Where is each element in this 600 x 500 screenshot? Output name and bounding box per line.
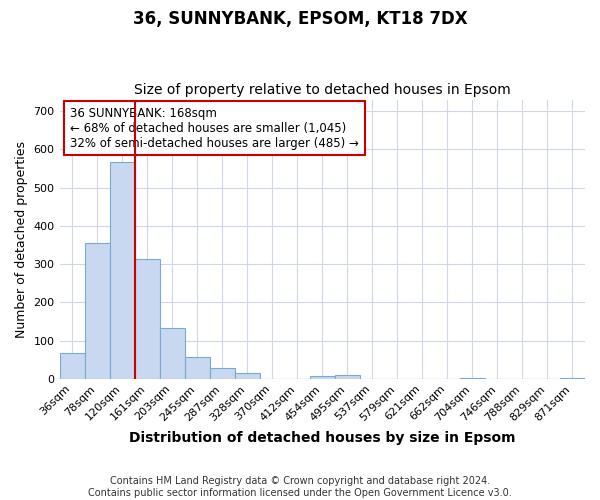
Text: 36 SUNNYBANK: 168sqm
← 68% of detached houses are smaller (1,045)
32% of semi-de: 36 SUNNYBANK: 168sqm ← 68% of detached h… <box>70 106 359 150</box>
Bar <box>560 378 585 379</box>
Bar <box>85 243 110 379</box>
Bar <box>59 353 85 379</box>
Bar <box>460 378 485 379</box>
Title: Size of property relative to detached houses in Epsom: Size of property relative to detached ho… <box>134 83 511 97</box>
Bar <box>335 375 360 379</box>
Text: Contains HM Land Registry data © Crown copyright and database right 2024.
Contai: Contains HM Land Registry data © Crown c… <box>88 476 512 498</box>
Bar <box>134 259 160 379</box>
Text: 36, SUNNYBANK, EPSOM, KT18 7DX: 36, SUNNYBANK, EPSOM, KT18 7DX <box>133 10 467 28</box>
X-axis label: Distribution of detached houses by size in Epsom: Distribution of detached houses by size … <box>129 431 515 445</box>
Bar <box>160 328 185 379</box>
Bar <box>310 376 335 379</box>
Bar <box>185 357 209 379</box>
Y-axis label: Number of detached properties: Number of detached properties <box>15 140 28 338</box>
Bar <box>235 374 260 379</box>
Bar <box>110 162 134 379</box>
Bar <box>209 368 235 379</box>
